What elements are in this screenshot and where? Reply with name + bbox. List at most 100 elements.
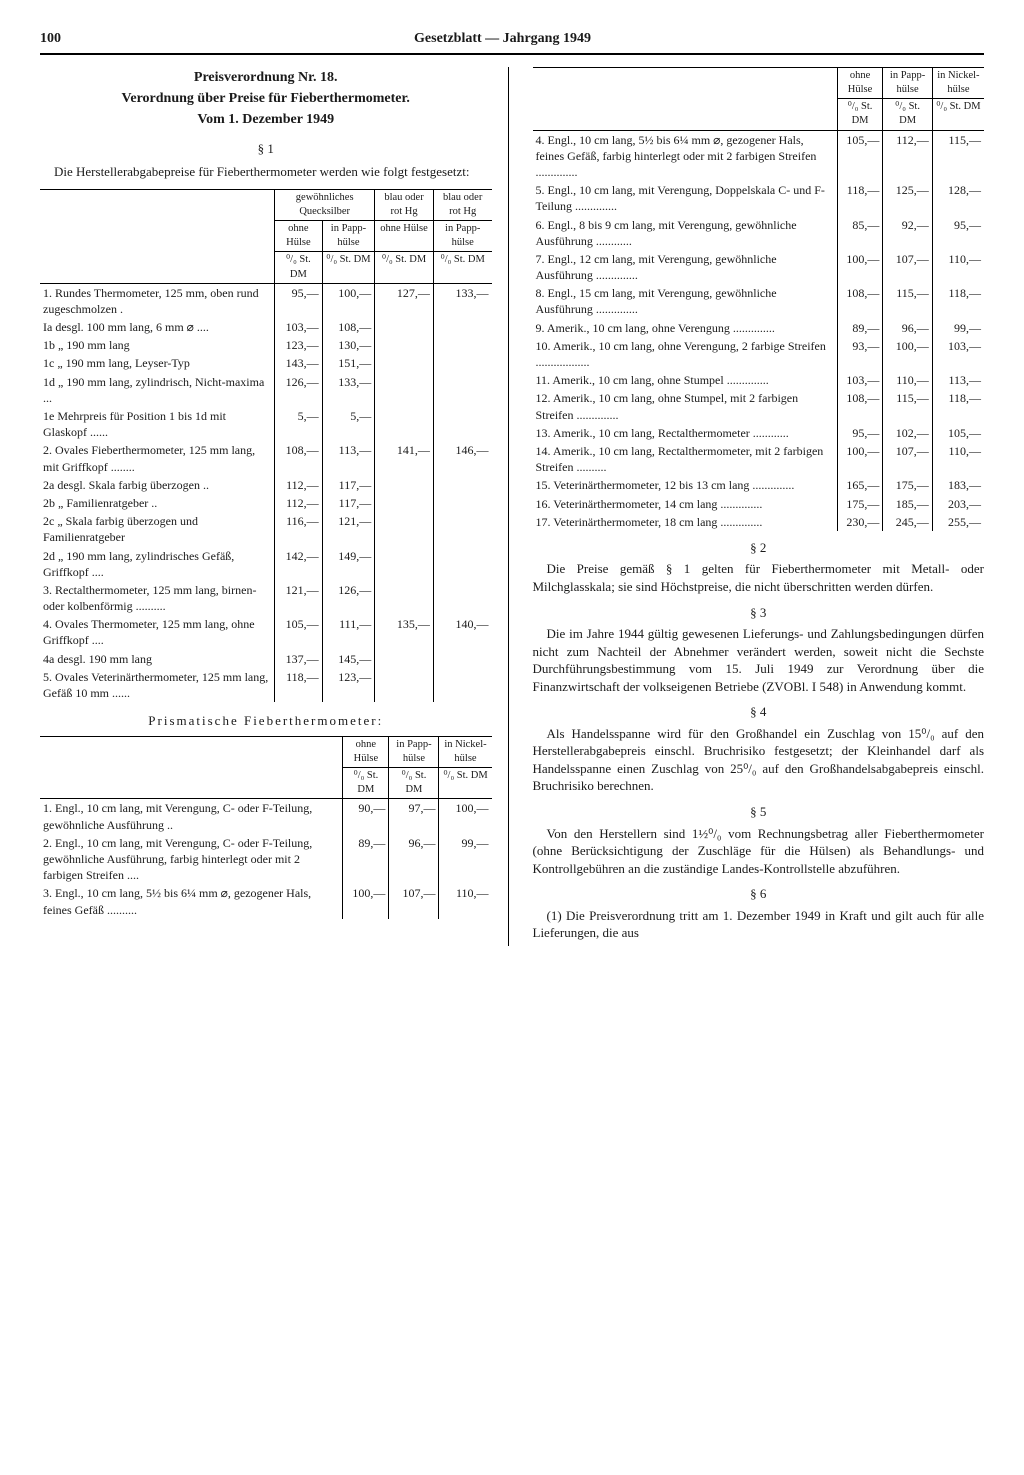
- table-row-desc: 2. Ovales Fieberthermometer, 125 mm lang…: [40, 441, 275, 475]
- table-row-val: 100,—: [837, 250, 883, 284]
- table-row-val: 115,—: [883, 284, 932, 318]
- s4-text: Als Handelsspanne wird für den Großhande…: [533, 725, 985, 795]
- table-row-desc: 2d „ 190 mm lang, zylindrisches Gefäß, G…: [40, 547, 275, 581]
- table-row-desc: 1c „ 190 mm lang, Leyser-Typ: [40, 354, 275, 372]
- table-row-desc: 16. Veterinärthermometer, 14 cm lang ...…: [533, 495, 838, 513]
- table2: ohne Hülse in Papp-hülse in Nickel-hülse…: [40, 736, 492, 919]
- table-row-val: 118,—: [837, 181, 883, 215]
- table-row-val: 145,—: [322, 650, 375, 668]
- table-row-val: 137,—: [275, 650, 323, 668]
- t3-ub: ⁰/₀ St. DM: [883, 99, 932, 130]
- table-row-val: 123,—: [275, 336, 323, 354]
- table-row-val: [433, 668, 491, 702]
- table-row-val: 115,—: [932, 130, 984, 181]
- table-row-val: 112,—: [275, 476, 323, 494]
- table-row-val: 126,—: [322, 581, 375, 615]
- table-row-val: 102,—: [883, 424, 932, 442]
- table-row-val: 108,—: [275, 441, 323, 475]
- table-row-val: [433, 650, 491, 668]
- table1: gewöhnliches Quecksilber blau oder rot H…: [40, 189, 492, 703]
- table-row-val: 100,—: [883, 337, 932, 371]
- table-row-val: 175,—: [837, 495, 883, 513]
- t1-ud: ⁰/₀ St. DM: [433, 252, 491, 283]
- t3-cc: in Nickel-hülse: [932, 67, 984, 98]
- table-row-val: 105,—: [837, 130, 883, 181]
- table-row-val: 165,—: [837, 476, 883, 494]
- s5-text: Von den Herstellern sind 1½⁰/₀ vom Rechn…: [533, 825, 985, 878]
- table-row-desc: 10. Amerik., 10 cm lang, ohne Verengung,…: [533, 337, 838, 371]
- t1-cb: in Papp-hülse: [322, 221, 375, 252]
- table-row-desc: 11. Amerik., 10 cm lang, ohne Stumpel ..…: [533, 371, 838, 389]
- table-row-val: 107,—: [389, 884, 439, 918]
- table-row-val: [375, 476, 434, 494]
- table-row-val: 123,—: [322, 668, 375, 702]
- table-row-val: 99,—: [932, 319, 984, 337]
- table-row-val: [433, 512, 491, 546]
- table-row-val: 110,—: [883, 371, 932, 389]
- table-row-val: 118,—: [275, 668, 323, 702]
- table-row-val: 5,—: [275, 407, 323, 441]
- s2-text: Die Preise gemäß § 1 gelten für Fieberth…: [533, 560, 985, 595]
- t1-grp2b: blau oder rot Hg: [433, 189, 491, 220]
- table-row-desc: 9. Amerik., 10 cm lang, ohne Verengung .…: [533, 319, 838, 337]
- table-row-val: [375, 581, 434, 615]
- s1-intro: Die Herstellerabgabepreise für Fieberthe…: [40, 163, 492, 181]
- table-row-desc: 4a desgl. 190 mm lang: [40, 650, 275, 668]
- table-row-val: 100,—: [343, 884, 389, 918]
- s2-label: § 2: [533, 539, 985, 557]
- table-row-val: 5,—: [322, 407, 375, 441]
- table-row-desc: 4. Engl., 10 cm lang, 5½ bis 6¼ mm ⌀, ge…: [533, 130, 838, 181]
- table-row-desc: 6. Engl., 8 bis 9 cm lang, mit Verengung…: [533, 216, 838, 250]
- table-row-val: [375, 650, 434, 668]
- t2-cc: in Nickel-hülse: [439, 736, 492, 767]
- table-row-val: 255,—: [932, 513, 984, 531]
- table-row-val: 125,—: [883, 181, 932, 215]
- s4-label: § 4: [533, 703, 985, 721]
- table-row-val: [375, 373, 434, 407]
- table-row-val: [375, 318, 434, 336]
- table-row-val: 97,—: [389, 799, 439, 834]
- table-row-val: 108,—: [837, 284, 883, 318]
- table-row-val: 140,—: [433, 615, 491, 649]
- table-row-val: [433, 476, 491, 494]
- table-row-val: 103,—: [837, 371, 883, 389]
- table-row-val: [433, 373, 491, 407]
- table-row-desc: 8. Engl., 15 cm lang, mit Verengung, gew…: [533, 284, 838, 318]
- table-row-val: 245,—: [883, 513, 932, 531]
- table-row-val: 107,—: [883, 250, 932, 284]
- table-row-val: [375, 336, 434, 354]
- table-row-val: 110,—: [932, 442, 984, 476]
- table-row-val: 107,—: [883, 442, 932, 476]
- s5-label: § 5: [533, 803, 985, 821]
- t1-ua: ⁰/₀ St. DM: [275, 252, 323, 283]
- table-row-val: 90,—: [343, 799, 389, 834]
- table-row-val: 95,—: [275, 283, 323, 318]
- table-row-val: 118,—: [932, 284, 984, 318]
- title-l3: Vom 1. Dezember 1949: [40, 111, 492, 130]
- t1-uc: ⁰/₀ St. DM: [375, 252, 434, 283]
- s6-text: (1) Die Preisverordnung tritt am 1. Deze…: [533, 907, 985, 942]
- table-row-val: 108,—: [837, 389, 883, 423]
- table-row-val: 95,—: [932, 216, 984, 250]
- table-row-val: [433, 318, 491, 336]
- table-row-val: 126,—: [275, 373, 323, 407]
- table-row-desc: 17. Veterinärthermometer, 18 cm lang ...…: [533, 513, 838, 531]
- table-row-val: 141,—: [375, 441, 434, 475]
- table-row-val: [433, 494, 491, 512]
- t1-cc: ohne Hülse: [375, 221, 434, 252]
- table-row-val: 143,—: [275, 354, 323, 372]
- table-row-val: 149,—: [322, 547, 375, 581]
- s3-label: § 3: [533, 604, 985, 622]
- table-row-val: [433, 407, 491, 441]
- page-number: 100: [40, 30, 61, 49]
- table-row-val: 116,—: [275, 512, 323, 546]
- t3-uc: ⁰/₀ St. DM: [932, 99, 984, 130]
- table-row-desc: 14. Amerik., 10 cm lang, Rectalthermomet…: [533, 442, 838, 476]
- table-row-val: 110,—: [439, 884, 492, 918]
- table-row-val: 118,—: [932, 389, 984, 423]
- table-row-val: [375, 354, 434, 372]
- table-row-val: 183,—: [932, 476, 984, 494]
- t1-cd: in Papp-hülse: [433, 221, 491, 252]
- title-block: Preisverordnung Nr. 18. Verordnung über …: [40, 69, 492, 130]
- table-row-val: 112,—: [883, 130, 932, 181]
